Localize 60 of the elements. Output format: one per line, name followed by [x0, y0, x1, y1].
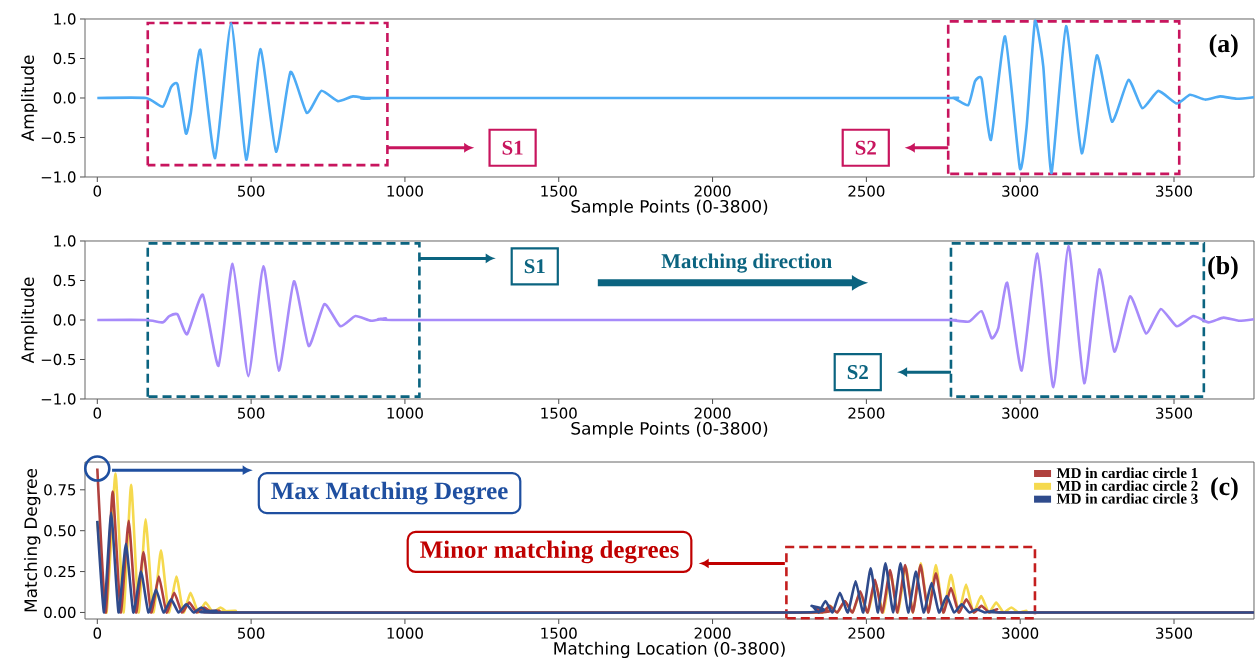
x-tick-label: 1500	[541, 407, 577, 419]
line-series	[96, 244, 1256, 389]
x-tick-label: 2500	[848, 627, 885, 639]
x-tick-label: 1000	[387, 627, 423, 639]
x-tick-label: 1500	[541, 627, 577, 639]
annotation: (b)	[1208, 256, 1238, 280]
y-tick-label: 0.5	[53, 52, 76, 65]
y-tick-label: −0.5	[41, 353, 76, 366]
y-tick-label: 0.75	[44, 484, 76, 496]
y-tick-label: 0.0	[53, 92, 76, 104]
x-tick-label: 3500	[1156, 407, 1193, 419]
x-axis-title: Matching Location (0-3800)	[554, 641, 785, 659]
x-tick-label: 0	[93, 185, 102, 197]
x-tick-label: 500	[238, 627, 265, 639]
x-tick-label: 3000	[1002, 407, 1039, 419]
annotation: S2	[855, 140, 876, 155]
y-tick-label: −1.0	[41, 171, 76, 183]
annotation: Minor matching degrees	[420, 540, 679, 564]
annotation: S2	[847, 365, 868, 380]
x-tick-label: 3500	[1156, 627, 1193, 639]
annotation: S1	[524, 259, 545, 274]
legend-label: MD in cardiac circle 2	[1056, 480, 1198, 491]
x-axis-title: Sample Points (0-3800)	[571, 199, 768, 217]
x-tick-label: 3000	[1002, 627, 1039, 639]
line-series	[96, 511, 1256, 615]
y-tick-label: 0.5	[53, 274, 76, 287]
annotation: Max Matching Degree	[271, 481, 508, 505]
annotation: S1	[502, 140, 523, 155]
x-tick-label: 500	[238, 407, 265, 419]
legend-label: MD in cardiac circle 1	[1056, 467, 1198, 479]
annotation: Matching direction	[661, 253, 832, 273]
x-tick-label: 2000	[694, 185, 731, 197]
x-tick-label: 3000	[1002, 185, 1039, 197]
x-tick-label: 1000	[387, 185, 423, 197]
y-axis-title: Matching Degree	[23, 468, 41, 612]
y-tick-label: 0.00	[44, 606, 76, 619]
y-tick-label: 1.0	[54, 13, 76, 25]
x-tick-label: 3500	[1156, 185, 1193, 197]
y-axis-title: Amplitude	[20, 55, 38, 142]
x-tick-label: 1000	[387, 407, 423, 419]
y-tick-label: −0.5	[41, 131, 76, 144]
annotation: (a)	[1209, 34, 1238, 58]
y-tick-label: 0.0	[53, 314, 76, 326]
annotation: (c)	[1211, 476, 1238, 501]
legend-label: MD in cardiac circle 3	[1056, 493, 1198, 504]
x-tick-label: 500	[238, 185, 265, 197]
x-tick-label: 0	[93, 407, 102, 419]
x-tick-label: 1500	[541, 185, 577, 197]
x-tick-label: 2000	[694, 407, 731, 419]
y-axis-title: Amplitude	[20, 277, 38, 364]
x-tick-label: 2500	[848, 185, 885, 197]
y-tick-label: −1.0	[41, 393, 76, 405]
line-series	[96, 20, 1256, 175]
x-tick-label: 2500	[848, 407, 885, 419]
y-tick-label: 1.0	[54, 235, 76, 247]
y-tick-label: 0.50	[44, 525, 76, 537]
x-tick-label: 2000	[694, 627, 731, 639]
y-tick-label: 0.25	[44, 565, 76, 578]
x-axis-title: Sample Points (0-3800)	[571, 421, 768, 439]
x-tick-label: 0	[93, 627, 102, 639]
